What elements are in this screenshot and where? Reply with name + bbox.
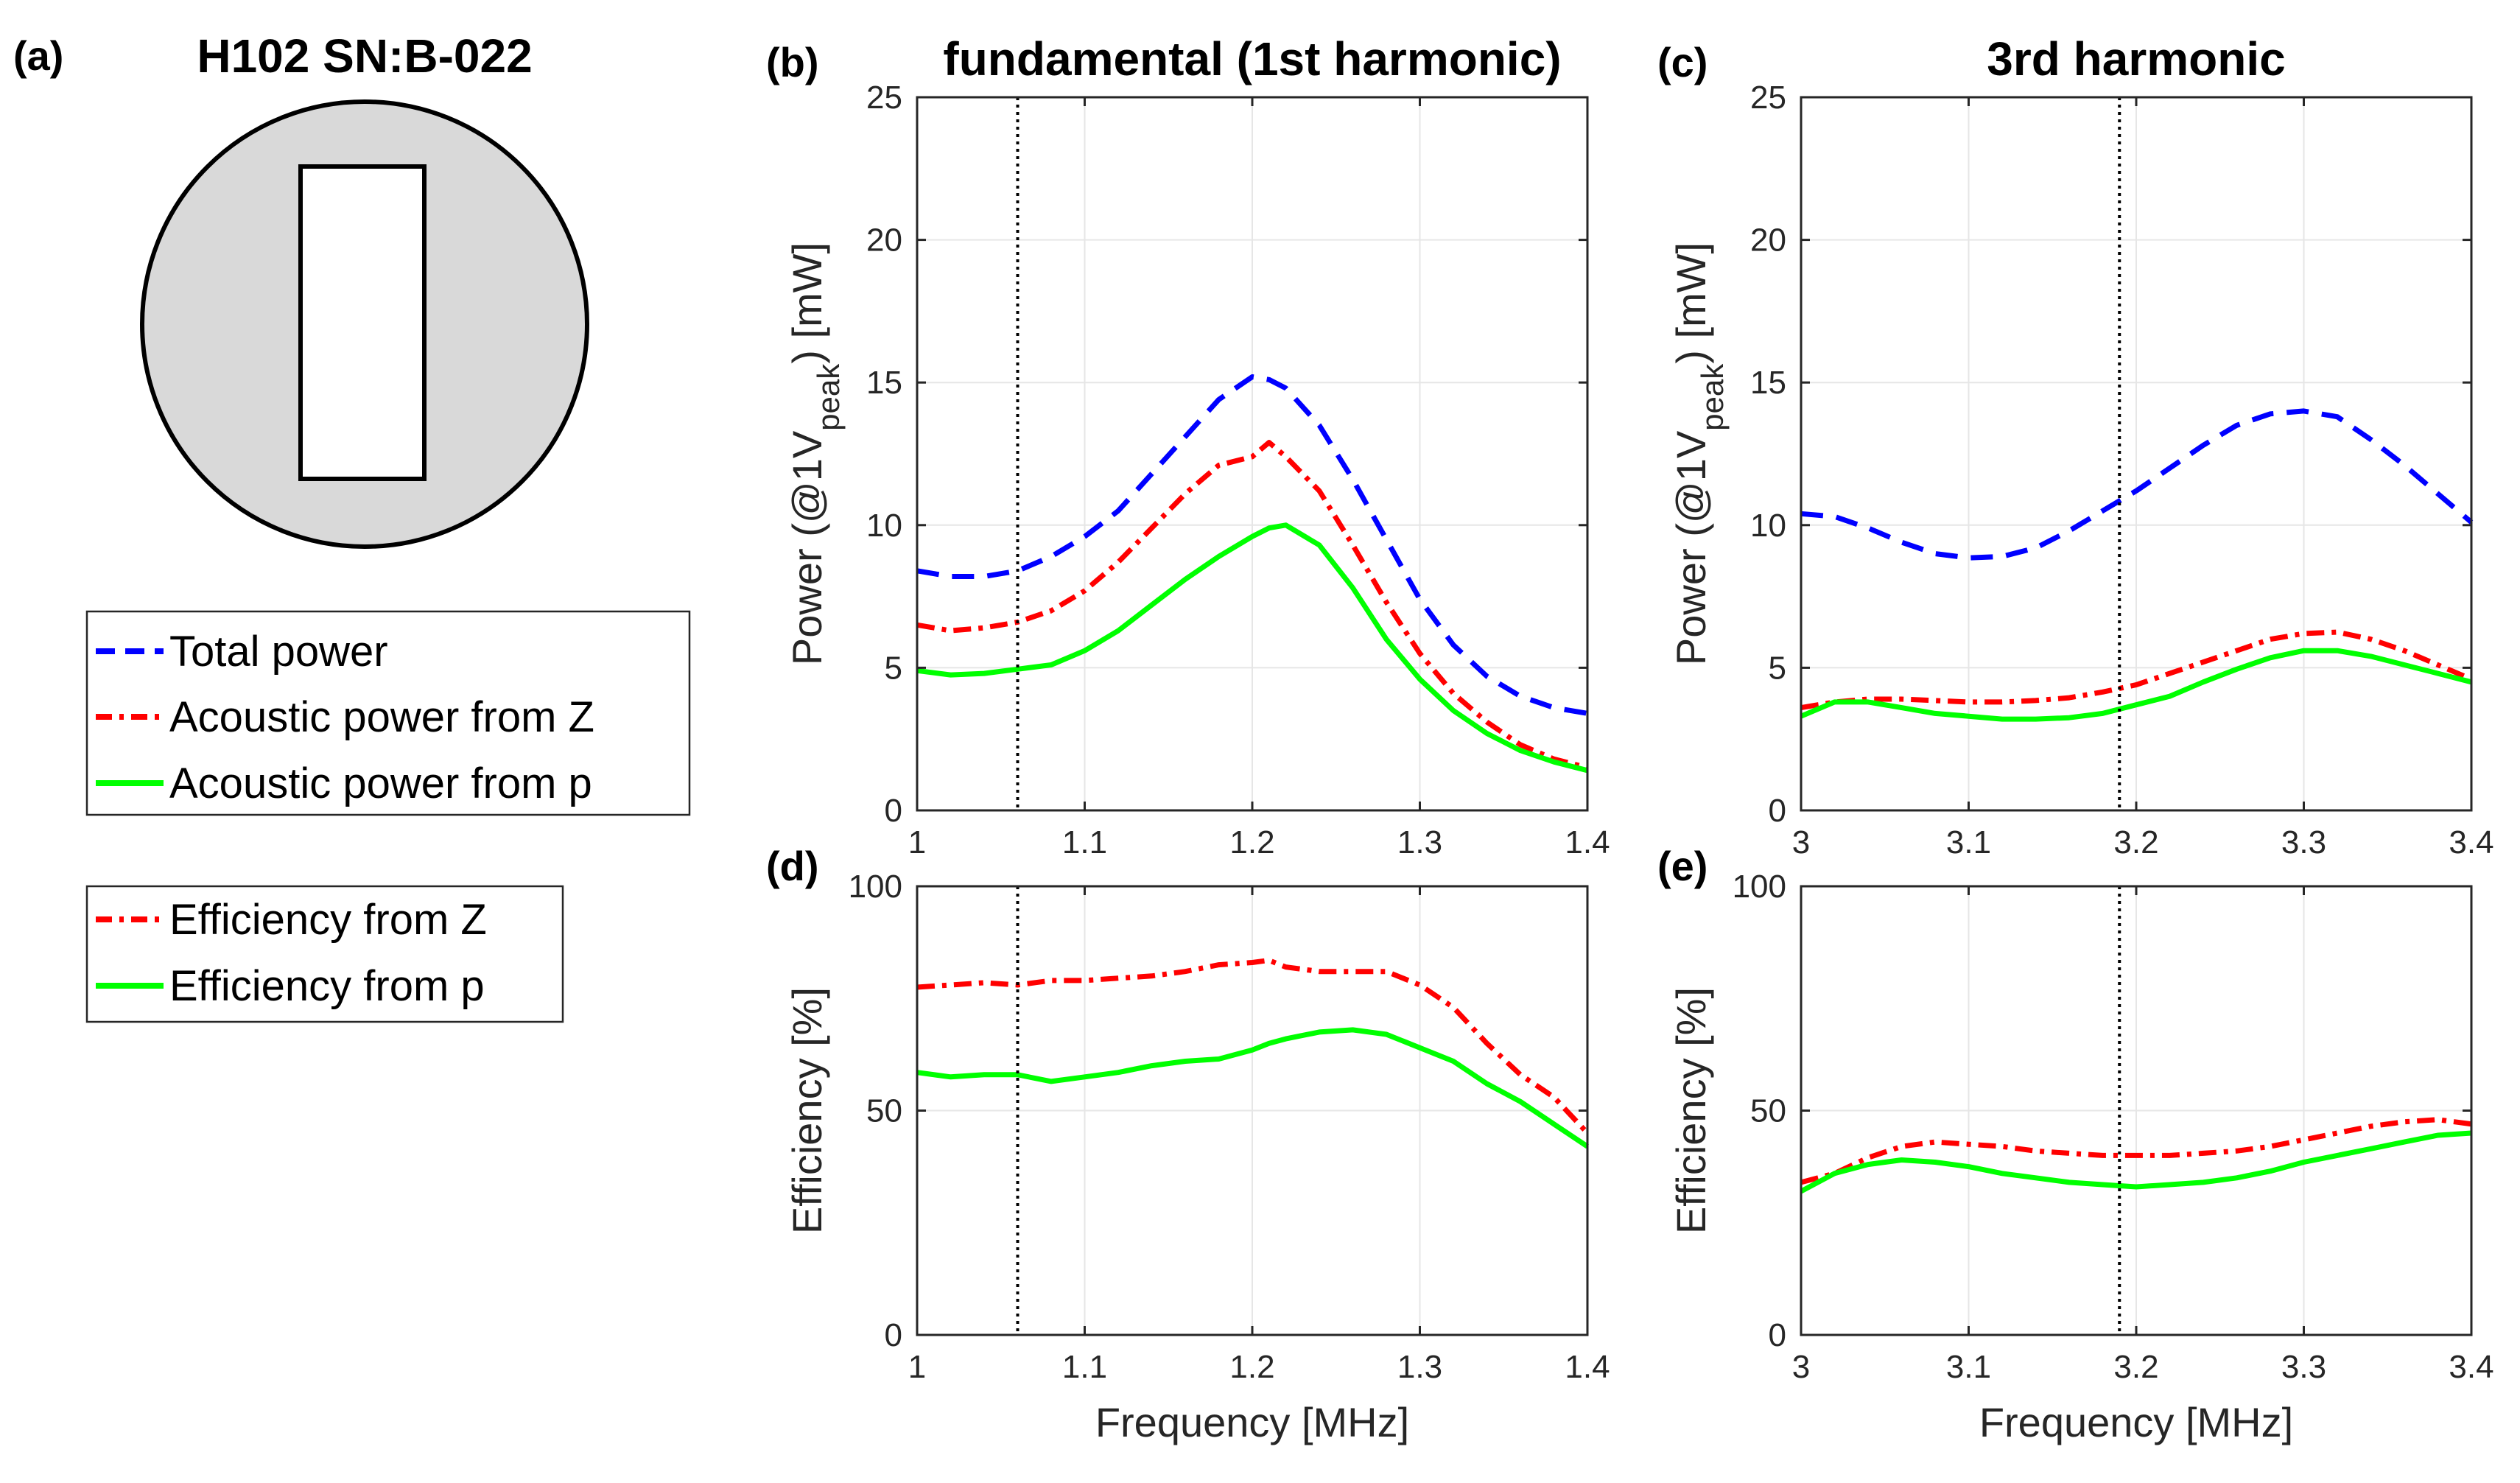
x-tick-label: 1.1	[1062, 1349, 1107, 1385]
x-tick-label: 3.2	[2113, 824, 2158, 860]
series-line-efficiency-from-z	[916, 958, 1590, 1135]
legend-efficiency-box	[85, 885, 564, 1023]
y-tick-label: 20	[866, 222, 902, 259]
chart-title: 3rd harmonic	[1987, 32, 2285, 85]
x-tick-label: 1.3	[1397, 1349, 1442, 1385]
series-line-acoustic-power-from-p	[1800, 648, 2472, 722]
y-tick-label: 100	[849, 869, 902, 905]
panel-b-chart: (b) fundamental (1st harmonic) 1 1.1 1.2 1.3 1…	[766, 32, 1610, 860]
series-line-efficiency-from-p	[1800, 1130, 2472, 1194]
x-tick-label: 1.3	[1397, 824, 1442, 860]
y-tick-label: 10	[1750, 508, 1786, 544]
y-axis-label: Power (@1Vpeak) [mW]	[784, 242, 846, 665]
y-axis-label: Efficiency [%]	[784, 987, 830, 1234]
legend-efficiency: Efficiency from Z Efficiency from p	[85, 885, 564, 1023]
legend-eff-p: Efficiency from p	[169, 962, 485, 1010]
x-tick-label: 3.4	[2449, 824, 2493, 860]
series-line-acoustic-power-from-p	[916, 522, 1588, 774]
panel-a-title: H102 SN:B-022	[197, 29, 532, 83]
legend-eff-z: Efficiency from Z	[169, 896, 487, 944]
x-tick-label: 3.3	[2281, 824, 2326, 860]
x-tick-label: 1.2	[1229, 824, 1274, 860]
panel-e-chart: (e) 3 3.1 3.2 3.3 3.4 0 50 100 Frequency [MHz] Eff…	[1657, 843, 2494, 1445]
series-line-total-power	[916, 374, 1588, 716]
panel-d-chart: (d) 1 1.1 1.2 1.3 1.4 0 50 100 Frequency [MHz] Eff…	[766, 843, 1610, 1445]
y-tick-label: 25	[866, 80, 902, 116]
x-tick-label: 3	[1792, 824, 1810, 860]
y-tick-label: 5	[885, 650, 902, 686]
y-tick-label: 0	[885, 793, 902, 829]
y-tick-label: 20	[1750, 222, 1786, 259]
x-tick-label: 3.1	[1946, 1349, 1991, 1385]
series-line-efficiency-from-p	[916, 1027, 1589, 1149]
x-tick-label: 1.4	[1565, 824, 1610, 860]
x-tick-label: 3	[1792, 1349, 1810, 1385]
x-tick-label: 3.3	[2281, 1349, 2326, 1385]
chart-title: fundamental (1st harmonic)	[943, 32, 1561, 85]
x-tick-label: 1.1	[1062, 824, 1107, 860]
panel-label: (d)	[766, 843, 819, 889]
panel-a: (a) H102 SN:B-022	[13, 29, 589, 549]
y-tick-label: 50	[866, 1093, 902, 1129]
legend-power-box	[85, 610, 691, 816]
y-axis-label: Efficiency [%]	[1668, 987, 1714, 1234]
series-line-total-power	[1800, 408, 2474, 561]
transducer-element	[298, 164, 427, 481]
series-line-efficiency-from-z	[1800, 1117, 2472, 1185]
y-tick-label: 15	[866, 365, 902, 401]
panel-label: (b)	[766, 39, 819, 85]
series-line-acoustic-power-from-z	[1800, 629, 2473, 711]
panel-label: (e)	[1657, 843, 1708, 889]
y-tick-label: 25	[1750, 80, 1786, 116]
y-tick-label: 100	[1733, 869, 1786, 905]
series-line-acoustic-power-from-z	[916, 440, 1588, 771]
panel-label: (c)	[1657, 39, 1708, 85]
legend-total-power: Total power	[169, 628, 388, 676]
legend-acoustic-p: Acoustic power from p	[169, 760, 592, 807]
y-tick-label: 10	[866, 508, 902, 544]
x-tick-label: 3.2	[2113, 1349, 2158, 1385]
x-tick-label: 1.4	[1565, 1349, 1610, 1385]
x-tick-label: 3.4	[2449, 1349, 2493, 1385]
x-tick-label: 3.1	[1946, 824, 1991, 860]
panel-a-label: (a)	[13, 32, 63, 79]
legend-power: Total power Acoustic power from Z Acoust…	[85, 610, 691, 816]
x-tick-label: 1	[908, 1349, 926, 1385]
x-tick-label: 1	[908, 824, 926, 860]
y-tick-label: 0	[1769, 793, 1786, 829]
y-tick-label: 0	[1769, 1317, 1786, 1353]
panel-c-chart: (c) 3rd harmonic 3 3.1 3.2 3.3 3.4 0 5 10 15 20 25 Po…	[1657, 32, 2494, 860]
y-tick-label: 5	[1769, 650, 1786, 686]
x-axis-label: Frequency [MHz]	[1095, 1399, 1409, 1445]
x-tick-label: 1.2	[1229, 1349, 1274, 1385]
y-tick-label: 50	[1750, 1093, 1786, 1129]
y-tick-label: 0	[885, 1317, 902, 1353]
x-axis-label: Frequency [MHz]	[1979, 1399, 2293, 1445]
y-tick-label: 15	[1750, 365, 1786, 401]
legend-acoustic-z: Acoustic power from Z	[169, 693, 594, 741]
y-axis-label: Power (@1Vpeak) [mW]	[1668, 242, 1730, 665]
